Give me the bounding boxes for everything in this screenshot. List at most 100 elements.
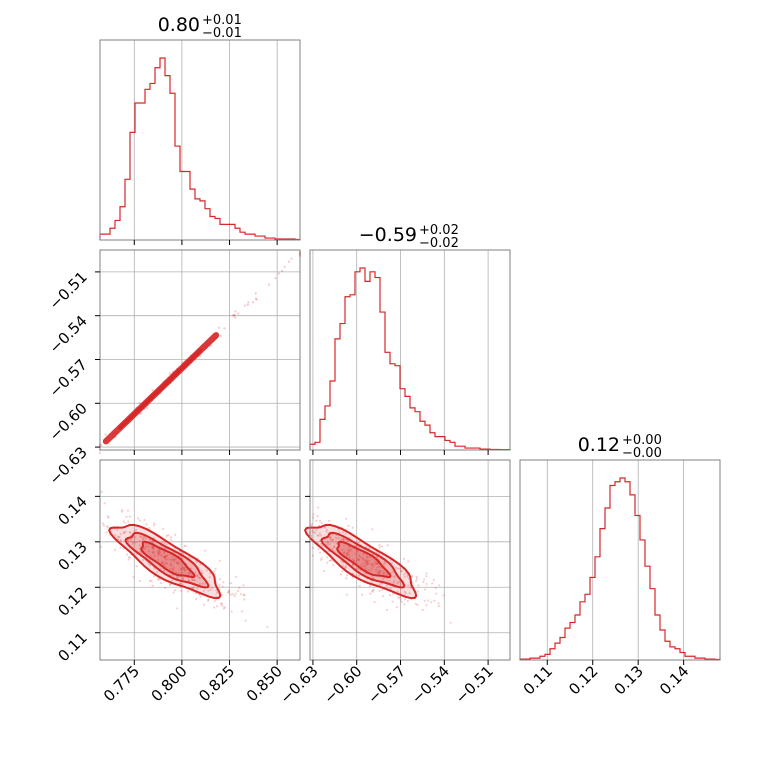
- scatter-point: [233, 313, 236, 317]
- scatter-point: [342, 539, 345, 542]
- scatter-point: [139, 535, 142, 538]
- scatter-point: [100, 490, 103, 493]
- scatter-point: [328, 543, 331, 546]
- scatter-point: [171, 568, 174, 572]
- title-1-minus: −0.02: [419, 236, 459, 251]
- scatter-point: [176, 607, 179, 610]
- scatter-point: [201, 571, 204, 575]
- scatter-point: [165, 543, 168, 546]
- scatter-point: [209, 572, 212, 575]
- scatter-point: [139, 412, 142, 415]
- scatter-point: [132, 541, 135, 544]
- histogram-step-2: [519, 477, 721, 661]
- scatter-point: [198, 576, 202, 580]
- title-param-0: 0.80 +0.01 −0.01: [158, 13, 242, 41]
- scatter-point: [375, 562, 378, 565]
- axes-frame: [309, 459, 511, 661]
- scatter-point: [234, 310, 237, 313]
- scatter-point: [151, 545, 155, 549]
- scatter-point: [368, 559, 371, 562]
- scatter-point: [125, 515, 128, 518]
- scatter-point: [398, 567, 402, 570]
- scatter-point: [274, 277, 277, 280]
- scatter-point: [369, 563, 372, 566]
- scatter-point: [392, 592, 395, 596]
- scatter-point: [120, 510, 123, 513]
- histogram-step-1: [309, 267, 511, 451]
- scatter-point: [388, 593, 392, 597]
- scatter-point: [365, 555, 369, 558]
- scatter-point: [242, 593, 245, 596]
- scatter-point: [133, 530, 136, 533]
- scatter-point: [449, 621, 452, 624]
- scatter-point: [237, 312, 240, 315]
- scatter-point: [163, 556, 166, 559]
- scatter-point: [371, 562, 374, 565]
- scatter-point: [198, 583, 201, 586]
- scatter-point: [409, 586, 412, 589]
- scatter-point: [407, 560, 410, 563]
- scatter-point: [183, 568, 186, 572]
- scatter-point: [124, 521, 127, 525]
- scatter-point: [368, 555, 371, 559]
- scatter-point: [165, 562, 169, 565]
- scatter-point: [368, 547, 371, 550]
- scatter-point: [331, 547, 334, 550]
- scatter-point: [311, 529, 314, 532]
- scatter-point: [150, 545, 154, 548]
- scatter-point: [287, 260, 291, 263]
- scatter-point: [164, 558, 168, 561]
- y-tick-label-4: −0.51: [46, 268, 91, 313]
- scatter-point: [373, 601, 376, 604]
- scatter-point: [381, 595, 385, 598]
- scatter-point: [371, 590, 374, 593]
- scatter-point: [312, 513, 315, 516]
- scatter-point: [415, 577, 419, 580]
- scatter-point: [438, 584, 441, 587]
- scatter-point: [349, 549, 352, 552]
- scatter-point: [323, 569, 326, 573]
- scatter-point: [106, 515, 110, 518]
- scatter-point: [151, 547, 155, 550]
- scatter-point: [234, 592, 237, 595]
- scatter-point: [135, 528, 138, 531]
- scatter-point: [377, 569, 380, 572]
- scatter-point: [329, 559, 332, 562]
- scatter-point: [368, 569, 371, 572]
- scatter-point: [378, 570, 381, 573]
- scatter-point: [399, 598, 402, 601]
- scatter-point: [179, 589, 183, 593]
- x-tick-label-1: 0.12: [565, 662, 601, 698]
- scatter-point: [328, 519, 331, 522]
- scatter-point: [382, 571, 385, 574]
- scatter-point: [138, 544, 142, 547]
- scatter-point: [363, 565, 366, 568]
- scatter-point: [382, 563, 385, 566]
- scatter-point: [316, 534, 319, 537]
- scatter-point: [345, 574, 349, 577]
- scatter-point: [317, 547, 320, 551]
- scatter-point: [281, 269, 284, 272]
- x-tick-label-2: 0.13: [611, 662, 647, 698]
- scatter-point: [255, 298, 258, 301]
- scatter-point: [344, 566, 347, 569]
- scatter-point: [121, 509, 124, 512]
- scatter-point: [204, 549, 207, 552]
- scatter-point: [344, 517, 348, 520]
- scatter-point: [319, 558, 323, 561]
- scatter-point: [393, 575, 396, 578]
- contour-2: [134, 364, 186, 414]
- scatter-point: [442, 594, 445, 597]
- histogram-step-0: [99, 57, 301, 241]
- scatter-point: [365, 545, 368, 548]
- scatter-point: [191, 587, 195, 590]
- scatter-point: [113, 548, 117, 551]
- scatter-point: [386, 608, 389, 611]
- scatter-point: [378, 546, 381, 549]
- scatter-point: [376, 566, 379, 569]
- scatter-point: [339, 573, 342, 576]
- axes-frame: [309, 249, 511, 451]
- scatter-point: [315, 529, 318, 532]
- scatter-point: [417, 584, 420, 587]
- scatter-point: [356, 550, 359, 553]
